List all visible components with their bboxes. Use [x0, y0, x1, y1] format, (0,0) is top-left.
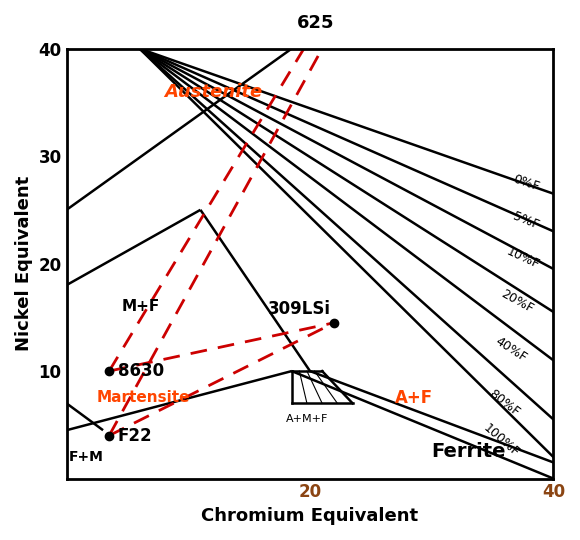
Text: F+M: F+M [69, 450, 104, 464]
Text: A+M+F: A+M+F [285, 415, 328, 424]
Text: 625: 625 [298, 15, 335, 32]
Text: 10%F: 10%F [505, 245, 542, 272]
Text: A+F: A+F [395, 389, 433, 407]
Text: 20%F: 20%F [499, 287, 535, 315]
Text: 40%F: 40%F [492, 335, 529, 365]
Text: M+F: M+F [121, 299, 160, 314]
Text: 0%F: 0%F [511, 172, 541, 193]
Text: Ferrite: Ferrite [432, 442, 506, 461]
Text: F22: F22 [118, 427, 153, 444]
Text: Austenite: Austenite [164, 83, 262, 100]
Text: Martensite: Martensite [97, 390, 190, 406]
Text: 100%F: 100%F [480, 422, 521, 460]
Text: 5%F: 5%F [511, 210, 541, 232]
Text: 8630: 8630 [118, 362, 164, 380]
Text: 309LSi: 309LSi [267, 300, 331, 318]
Y-axis label: Nickel Equivalent: Nickel Equivalent [15, 176, 33, 351]
X-axis label: Chromium Equivalent: Chromium Equivalent [201, 507, 419, 525]
Text: 80%F: 80%F [487, 387, 522, 419]
